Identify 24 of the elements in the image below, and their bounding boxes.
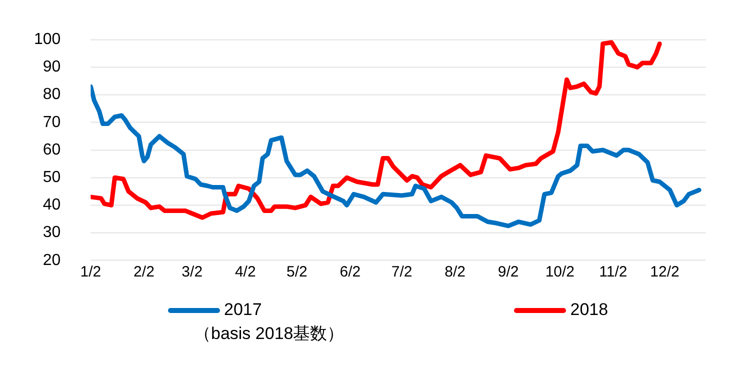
x-tick-label: 10/2 xyxy=(545,264,575,281)
y-tick-label: 100 xyxy=(34,31,61,48)
x-tick-label: 12/2 xyxy=(650,264,680,281)
x-tick-label: 1/2 xyxy=(80,264,102,281)
y-tick-label: 30 xyxy=(42,224,61,242)
x-tick-label: 7/2 xyxy=(391,264,412,281)
x-tick-label: 5/2 xyxy=(286,264,308,281)
x-tick-label: 8/2 xyxy=(444,264,466,281)
y-tick-label: 60 xyxy=(42,141,61,158)
x-tick-label: 4/2 xyxy=(234,264,256,281)
y-tick-label: 40 xyxy=(42,196,61,214)
y-tick-label: 50 xyxy=(42,169,61,186)
x-tick-label: 2/2 xyxy=(134,264,154,281)
text: （basis 2018基数） xyxy=(194,323,344,345)
x-tick-label: 6/2 xyxy=(340,264,361,281)
x-tick-label: 9/2 xyxy=(498,264,519,281)
y-tick-label: 90 xyxy=(42,58,61,76)
y-tick-label: 80 xyxy=(42,86,61,104)
x-tick-label: 3/2 xyxy=(182,264,203,281)
y-tick-label: 20 xyxy=(42,252,61,269)
legend-label: 2018 xyxy=(570,300,608,320)
y-tick-label: 70 xyxy=(42,114,61,131)
legend-label: 2017 xyxy=(224,300,262,320)
x-tick-label: 11/2 xyxy=(599,264,628,281)
